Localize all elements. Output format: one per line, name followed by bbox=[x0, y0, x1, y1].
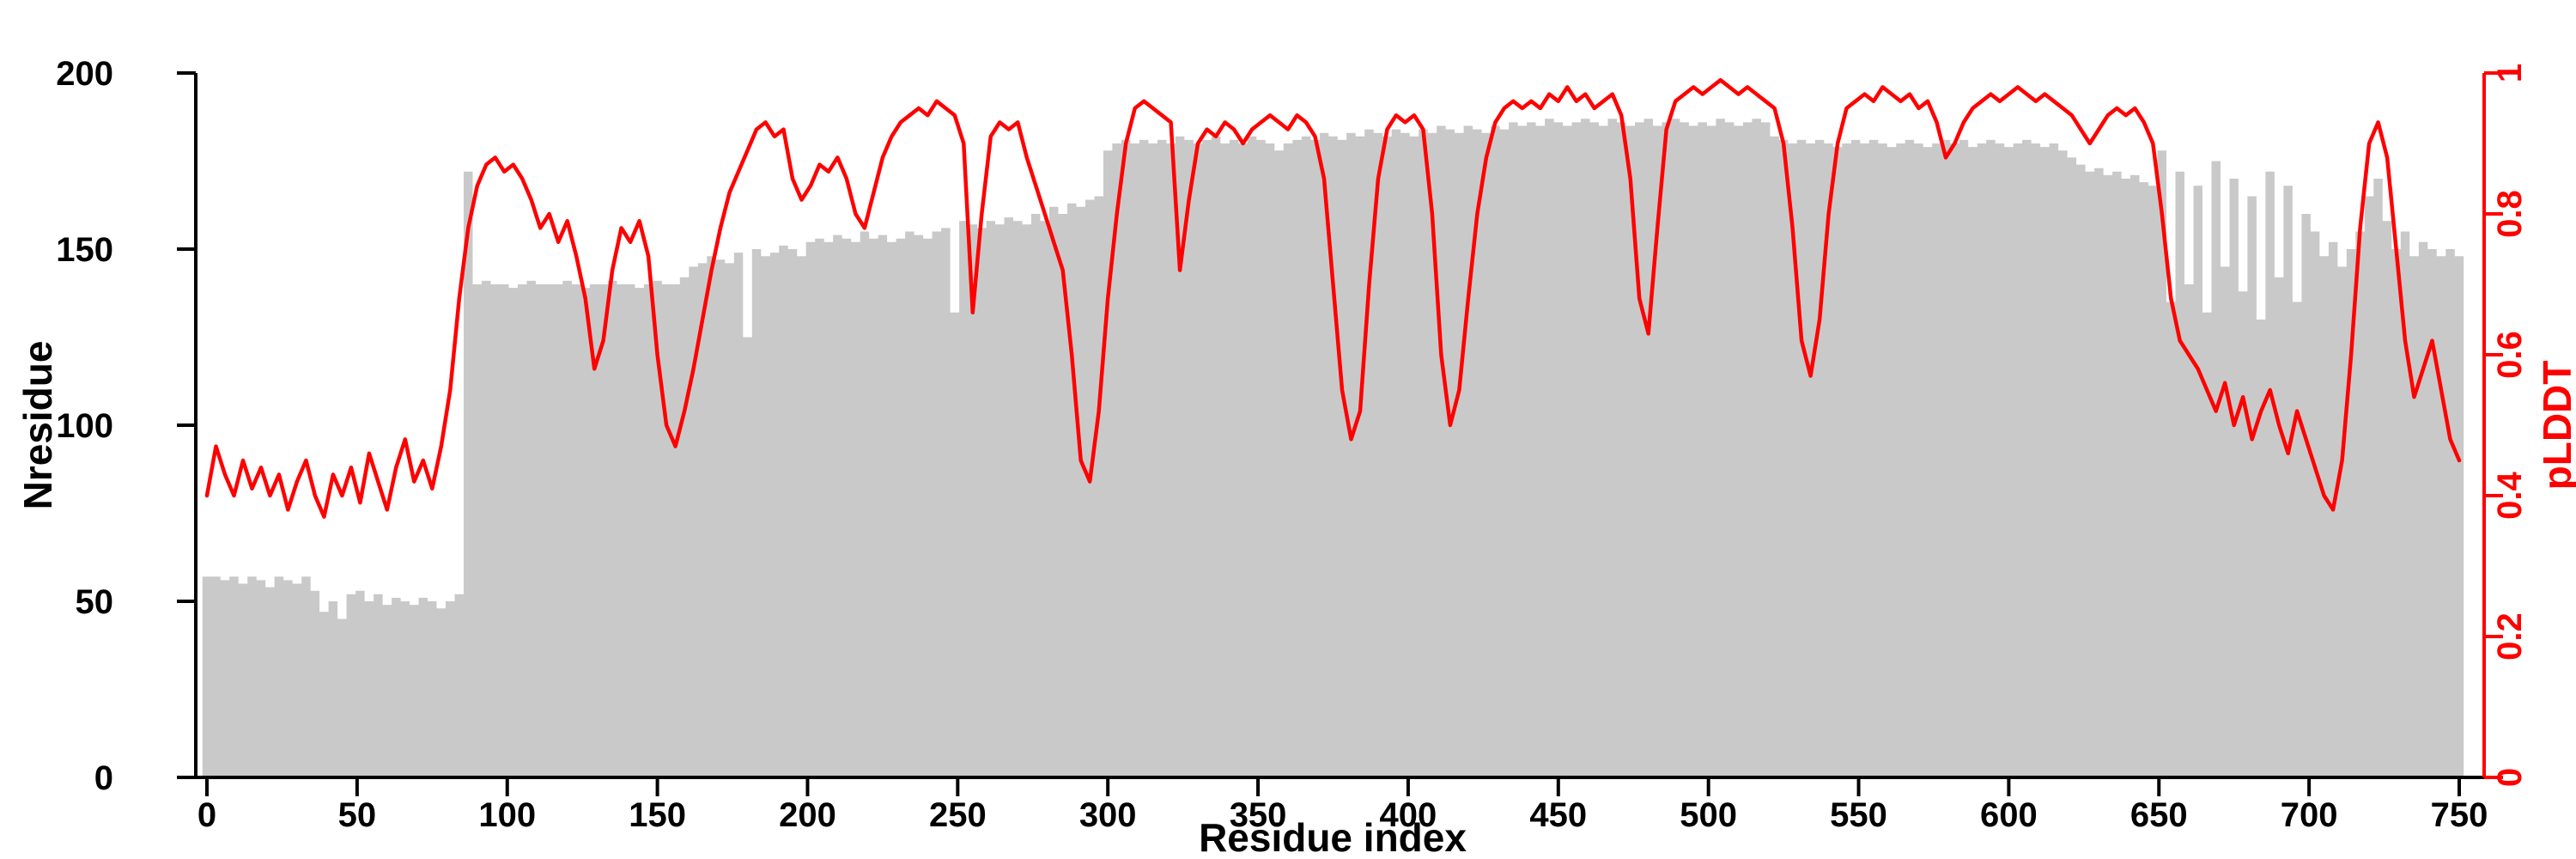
x-tick-label: 100 bbox=[478, 796, 536, 834]
y-right-tick-label: 0.4 bbox=[2491, 471, 2529, 519]
y-left-tick-label: 50 bbox=[76, 583, 114, 621]
x-tick-label: 50 bbox=[338, 796, 377, 834]
x-tick-label: 150 bbox=[629, 796, 686, 834]
y-right-tick-label: 0.2 bbox=[2491, 612, 2529, 661]
x-tick-label: 650 bbox=[2130, 796, 2188, 834]
x-tick-label: 350 bbox=[1230, 796, 1287, 834]
y-right-tick-label: 1 bbox=[2491, 64, 2529, 82]
x-tick-label: 200 bbox=[779, 796, 836, 834]
y-left-tick-label: 200 bbox=[56, 55, 113, 93]
x-tick-label: 0 bbox=[197, 796, 216, 834]
x-tick-label: 400 bbox=[1380, 796, 1437, 834]
y-left-tick-label: 100 bbox=[56, 407, 113, 445]
y-axis-title-right: pLDDT bbox=[2535, 360, 2576, 490]
y-right-tick-label: 0 bbox=[2491, 768, 2529, 787]
x-axis-title: Residue index bbox=[1199, 815, 1467, 859]
y-right-tick-label: 0.8 bbox=[2491, 190, 2529, 238]
y-axis-title-left: Nresidue bbox=[15, 340, 60, 510]
plddt-line bbox=[204, 77, 2462, 519]
y-left-tick-label: 150 bbox=[56, 231, 113, 269]
x-tick-label: 300 bbox=[1079, 796, 1137, 834]
x-tick-label: 600 bbox=[1980, 796, 2038, 834]
x-tick-label: 500 bbox=[1680, 796, 1737, 834]
y-right-tick-label: 0.6 bbox=[2491, 331, 2529, 379]
x-tick-label: 550 bbox=[1830, 796, 1887, 834]
x-tick-label: 450 bbox=[1529, 796, 1587, 834]
x-tick-label: 700 bbox=[2281, 796, 2338, 834]
nresidue-bars bbox=[202, 119, 2464, 778]
y-left-tick-label: 0 bbox=[94, 759, 113, 797]
x-tick-label: 750 bbox=[2431, 796, 2488, 834]
x-tick-label: 250 bbox=[929, 796, 987, 834]
